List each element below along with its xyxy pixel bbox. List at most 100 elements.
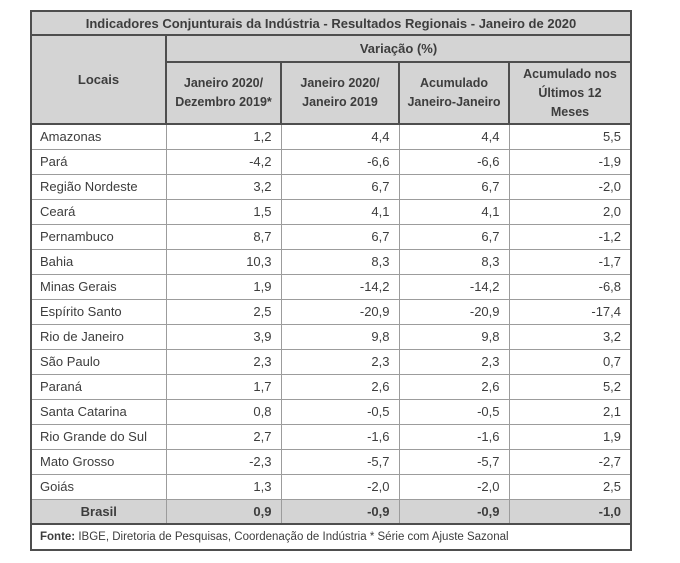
row-value: -0,9 [398, 498, 510, 525]
row-label: Pará [30, 148, 167, 175]
table-row: São Paulo 2,3 2,3 2,3 0,7 [30, 348, 632, 375]
row-value: -1,6 [280, 423, 400, 450]
group-header-variacao: Variação (%) [166, 35, 632, 63]
row-label: Goiás [30, 473, 167, 500]
row-label: Pernambuco [30, 223, 167, 250]
table-row: Pernambuco 8,7 6,7 6,7 -1,2 [30, 223, 632, 250]
row-value: 6,7 [280, 173, 400, 200]
row-label: Bahia [30, 248, 167, 275]
row-value: 2,7 [165, 423, 282, 450]
table-row: Minas Gerais 1,9 -14,2 -14,2 -6,8 [30, 273, 632, 300]
row-value: -0,5 [398, 398, 510, 425]
table-row: Espírito Santo 2,5 -20,9 -20,9 -17,4 [30, 298, 632, 325]
row-label: Ceará [30, 198, 167, 225]
row-label: Amazonas [30, 123, 167, 150]
row-label: Paraná [30, 373, 167, 400]
row-value: 9,8 [280, 323, 400, 350]
column-header-locais: Locais [31, 35, 167, 125]
row-value: -5,7 [280, 448, 400, 475]
row-value: 4,1 [398, 198, 510, 225]
row-value: -14,2 [280, 273, 400, 300]
table-row: Rio de Janeiro 3,9 9,8 9,8 3,2 [30, 323, 632, 350]
row-value: 2,6 [280, 373, 400, 400]
row-value: 3,2 [508, 323, 632, 350]
footer-row: Fonte: IBGE, Diretoria de Pesquisas, Coo… [31, 523, 632, 550]
table-row: Santa Catarina 0,8 -0,5 -0,5 2,1 [30, 398, 632, 425]
row-label: Minas Gerais [30, 273, 167, 300]
table-title: Indicadores Conjunturais da Indústria - … [31, 11, 632, 36]
row-value: 2,3 [280, 348, 400, 375]
row-value: 2,5 [165, 298, 282, 325]
row-value: -4,2 [165, 148, 282, 175]
column-header-acumulado-janeiro: Acumulado Janeiro-Janeiro [398, 61, 510, 125]
row-value: 0,9 [165, 498, 282, 525]
row-value: 2,0 [508, 198, 632, 225]
column-header-acumulado-12-meses: Acumulado nos Últimos 12 Meses [507, 61, 633, 125]
row-value: -1,6 [398, 423, 510, 450]
row-value: -2,0 [398, 473, 510, 500]
row-value: 6,7 [280, 223, 400, 250]
row-label: Rio Grande do Sul [30, 423, 167, 450]
column-header-row: Janeiro 2020/ Dezembro 2019* Janeiro 202… [31, 61, 633, 125]
row-value: 9,8 [398, 323, 510, 350]
row-value: 4,4 [398, 123, 510, 150]
table-row: Mato Grosso -2,3 -5,7 -5,7 -2,7 [30, 448, 632, 475]
row-value: -6,8 [508, 273, 632, 300]
row-value: 4,4 [280, 123, 400, 150]
row-value: -1,0 [508, 498, 632, 525]
column-header-jan2020-dez2019: Janeiro 2020/ Dezembro 2019* [165, 61, 282, 125]
column-header-jan2020-jan2019: Janeiro 2020/ Janeiro 2019 [280, 61, 400, 125]
source-text: IBGE, Diretoria de Pesquisas, Coordenaçã… [75, 531, 509, 543]
row-value: 2,1 [508, 398, 632, 425]
row-value: -1,7 [508, 248, 632, 275]
row-value: -2,0 [508, 173, 632, 200]
row-value: -14,2 [398, 273, 510, 300]
title-row: Indicadores Conjunturais da Indústria - … [31, 11, 632, 36]
row-value: -2,3 [165, 448, 282, 475]
table-total-row: Brasil 0,9 -0,9 -0,9 -1,0 [30, 498, 632, 525]
row-value: -6,6 [280, 148, 400, 175]
row-value: 10,3 [165, 248, 282, 275]
row-value: 8,7 [165, 223, 282, 250]
row-label: Mato Grosso [30, 448, 167, 475]
row-value: -5,7 [398, 448, 510, 475]
row-value: 1,2 [165, 123, 282, 150]
table-row: Rio Grande do Sul 2,7 -1,6 -1,6 1,9 [30, 423, 632, 450]
row-value: -0,5 [280, 398, 400, 425]
table-row: Ceará 1,5 4,1 4,1 2,0 [30, 198, 632, 225]
row-value: 3,9 [165, 323, 282, 350]
row-label: Brasil [30, 498, 167, 525]
table-row: Bahia 10,3 8,3 8,3 -1,7 [30, 248, 632, 275]
source-footnote: Fonte: IBGE, Diretoria de Pesquisas, Coo… [31, 523, 632, 550]
row-value: 2,6 [398, 373, 510, 400]
row-value: 1,7 [165, 373, 282, 400]
source-label: Fonte: [40, 531, 76, 543]
row-value: 6,7 [398, 223, 510, 250]
row-value: -6,6 [398, 148, 510, 175]
row-value: -20,9 [398, 298, 510, 325]
row-label: Região Nordeste [30, 173, 167, 200]
row-value: 4,1 [280, 198, 400, 225]
row-value: 2,3 [398, 348, 510, 375]
row-value: 8,3 [280, 248, 400, 275]
row-value: 1,9 [508, 423, 632, 450]
table-body: Amazonas 1,2 4,4 4,4 5,5 Pará -4,2 -6,6 -6,6 -1,9… [30, 123, 632, 525]
row-value: 8,3 [398, 248, 510, 275]
row-value: -1,9 [508, 148, 632, 175]
row-value: 1,3 [165, 473, 282, 500]
group-header-row: Locais Variação (%) [31, 35, 632, 125]
row-value: 2,5 [508, 473, 632, 500]
row-value: 1,5 [165, 198, 282, 225]
row-value: 0,8 [165, 398, 282, 425]
row-value: 3,2 [165, 173, 282, 200]
table-row: Região Nordeste 3,2 6,7 6,7 -2,0 [30, 173, 632, 200]
regional-indicators-table: Indicadores Conjunturais da Indústria - … [30, 10, 633, 551]
row-value: -2,7 [508, 448, 632, 475]
row-value: -17,4 [508, 298, 632, 325]
row-label: Rio de Janeiro [30, 323, 167, 350]
table-row: Pará -4,2 -6,6 -6,6 -1,9 [30, 148, 632, 175]
row-label: São Paulo [30, 348, 167, 375]
row-value: 1,9 [165, 273, 282, 300]
row-label: Espírito Santo [30, 298, 167, 325]
